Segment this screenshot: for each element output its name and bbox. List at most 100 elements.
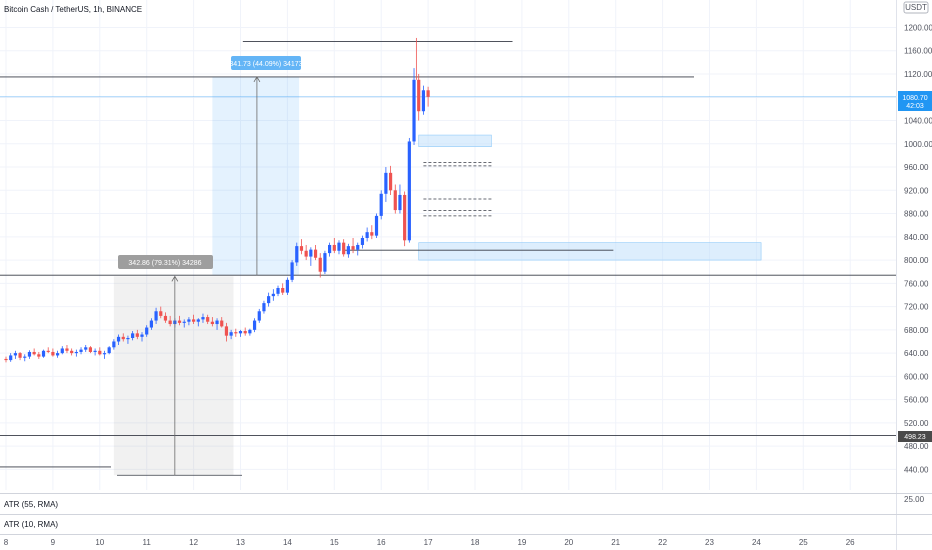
candle — [135, 329, 139, 340]
candle-body — [163, 315, 168, 321]
candle — [182, 319, 186, 328]
candle-body — [60, 348, 64, 354]
candle — [168, 315, 172, 327]
candle-body — [70, 350, 74, 354]
candle-body — [229, 332, 233, 336]
candle-body — [98, 350, 102, 355]
candle — [60, 346, 64, 355]
measure-arrow-1-head — [171, 275, 179, 282]
candle-body — [41, 350, 46, 357]
candle — [346, 243, 350, 258]
candle — [332, 237, 336, 254]
candle-body — [290, 262, 294, 280]
candle — [285, 277, 289, 295]
candle — [299, 239, 304, 255]
candle-body — [55, 353, 60, 356]
measure-label-2[interactable]: 341.73 (44.09%) 34173 — [229, 56, 303, 70]
currency-label: USDT — [905, 3, 927, 12]
candle — [13, 350, 17, 359]
price-tick-label: 480.00 — [904, 442, 929, 451]
candle-body — [318, 257, 322, 272]
measure-label-2-text: 341.73 (44.09%) 34173 — [229, 61, 302, 68]
candle-body — [365, 232, 369, 238]
candle — [384, 167, 388, 202]
time-tick-label: 24 — [752, 538, 761, 547]
candle — [98, 347, 102, 356]
candle-body — [323, 253, 327, 272]
measure-range-gray — [113, 276, 234, 476]
candle-body — [13, 353, 17, 356]
candle-body — [276, 287, 280, 294]
horizontal-levels — [0, 40, 896, 476]
candle — [252, 318, 257, 333]
price-tick-label: 520.00 — [904, 419, 929, 428]
price-tick-label: 1000.00 — [904, 140, 932, 149]
candle-body — [309, 249, 313, 257]
candle-body — [112, 341, 116, 348]
candle — [234, 328, 238, 337]
candle-body — [23, 356, 27, 358]
candle-body — [299, 246, 304, 251]
candle — [18, 351, 22, 361]
time-tick-label: 10 — [95, 538, 104, 547]
candle-body — [328, 244, 332, 254]
candle — [243, 327, 247, 336]
indicator-atr-55-label[interactable]: ATR (55, RMA) — [4, 500, 58, 509]
time-tick-label: 12 — [189, 538, 198, 547]
candle-body — [51, 351, 55, 356]
candle-body — [93, 350, 97, 352]
candle — [295, 242, 299, 266]
candle-body — [224, 326, 229, 336]
candle — [27, 350, 32, 359]
candle-body — [252, 320, 257, 330]
candle — [32, 348, 36, 356]
candle — [65, 344, 69, 354]
chart-title: Bitcoin Cash / TetherUS, 1h, BINANCE — [4, 5, 142, 14]
demand-zone — [418, 134, 492, 147]
price-tick-label: 640.00 — [904, 349, 929, 358]
candle — [126, 335, 130, 344]
candle-body — [206, 317, 210, 322]
candle — [379, 190, 383, 220]
price-tick-label: 800.00 — [904, 256, 929, 265]
candle-body — [168, 320, 172, 325]
time-tick-label: 21 — [611, 538, 620, 547]
candle — [229, 329, 233, 340]
candle — [238, 329, 243, 337]
indicator-atr-10-label[interactable]: ATR (10, RMA) — [4, 520, 58, 529]
time-tick-label: 26 — [846, 538, 855, 547]
candle-body — [285, 279, 289, 293]
time-tick-label: 20 — [564, 538, 573, 547]
last-price-tag: 1080.70 42:03 — [898, 91, 932, 111]
candle — [304, 244, 308, 261]
candle — [248, 328, 252, 336]
candle — [177, 315, 182, 326]
candle-body — [135, 333, 139, 337]
candle-body — [370, 232, 374, 236]
candle-body — [281, 287, 285, 293]
measure-label-1[interactable]: 342.86 (79.31%) 34286 — [118, 255, 213, 269]
price-tick-label: 1160.00 — [904, 47, 932, 56]
price-tick-label: 680.00 — [904, 326, 929, 335]
candle — [220, 317, 224, 328]
candle — [281, 283, 285, 295]
candle-body — [149, 320, 153, 328]
candle — [388, 165, 393, 195]
candle — [187, 317, 191, 326]
candle-body — [238, 331, 243, 334]
candle-body — [393, 190, 397, 211]
candle — [206, 314, 210, 325]
candle — [196, 318, 200, 327]
candle-body — [84, 347, 88, 350]
candle — [267, 292, 271, 307]
currency-badge[interactable] — [903, 1, 929, 14]
candle — [93, 348, 97, 356]
price-tick-label: 960.00 — [904, 163, 929, 172]
candle — [356, 242, 360, 256]
candle — [224, 322, 229, 342]
candle-body — [46, 350, 50, 352]
candle-body — [182, 321, 186, 323]
price-tick-label: 600.00 — [904, 372, 929, 381]
candle-body — [215, 320, 219, 325]
